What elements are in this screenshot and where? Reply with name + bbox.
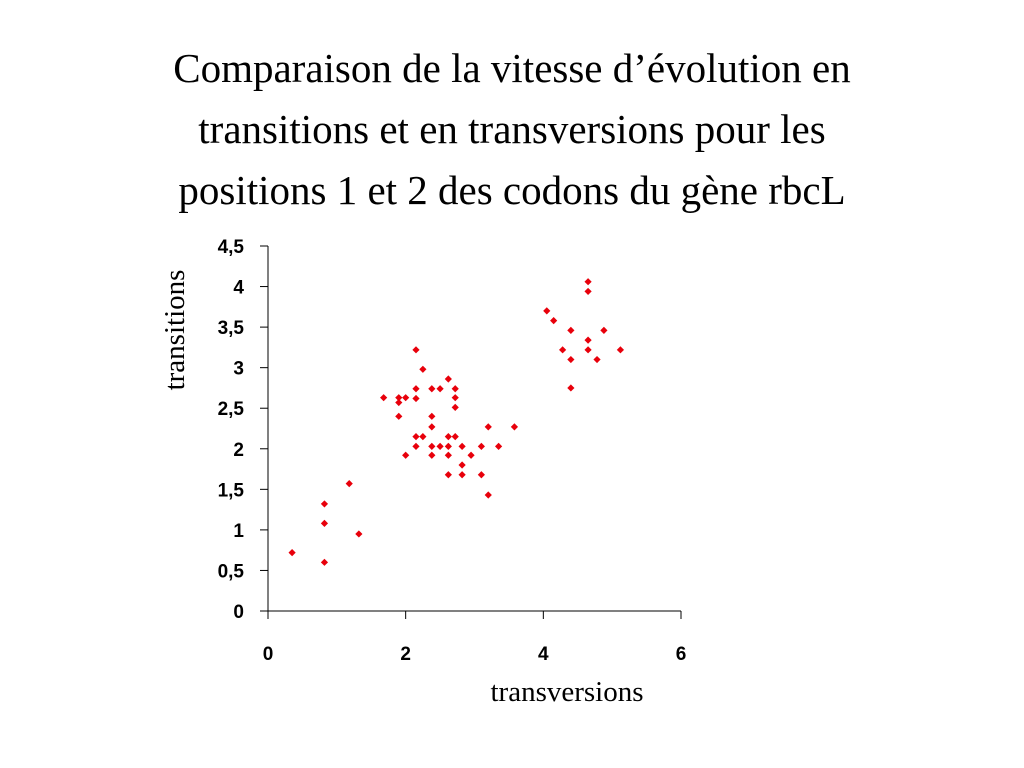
- data-point: [510, 423, 519, 431]
- data-point: [402, 451, 410, 459]
- y-tick-label: 0,5: [218, 561, 245, 582]
- data-point: [412, 394, 420, 403]
- data-point: [412, 433, 420, 441]
- data-point: [320, 500, 329, 508]
- data-point: [288, 549, 296, 557]
- x-tick-label: 4: [538, 644, 549, 665]
- data-point: [412, 385, 420, 393]
- data-point: [484, 423, 492, 431]
- y-tick-label: 3,5: [218, 318, 245, 339]
- data-point: [428, 423, 436, 431]
- y-tick-label: 1,5: [218, 480, 245, 501]
- data-point: [567, 326, 575, 334]
- data-point: [320, 519, 329, 527]
- data-point: [402, 394, 410, 402]
- x-tick-label: 6: [676, 644, 687, 665]
- data-point: [484, 491, 492, 499]
- data-point: [395, 394, 403, 402]
- data-point: [436, 442, 444, 450]
- data-point: [436, 385, 444, 393]
- x-tick-label: 2: [400, 644, 411, 665]
- data-point: [584, 336, 592, 344]
- title-line-3: positions 1 et 2 des codons du gène rbcL: [178, 167, 846, 213]
- data-point: [419, 365, 427, 373]
- data-point: [444, 471, 452, 479]
- data-point: [494, 442, 503, 450]
- slide-title: Comparaison de la vitesse d’évolution en…: [62, 38, 962, 221]
- x-tick-label: 0: [263, 644, 274, 665]
- chart-axes: 0 0,5 1 1,5 2 2,5 3 3,5 4 4,5 0 2 4 6: [218, 237, 687, 665]
- data-point: [559, 346, 567, 354]
- data-point: [584, 346, 592, 354]
- data-point: [543, 307, 551, 315]
- data-point: [320, 558, 329, 566]
- data-point: [412, 346, 420, 354]
- data-point: [444, 451, 452, 459]
- data-point: [616, 346, 625, 354]
- data-point: [600, 326, 608, 334]
- y-tick-label: 0: [233, 602, 244, 623]
- data-point: [584, 287, 592, 296]
- y-tick-label: 3: [233, 359, 244, 380]
- data-point: [444, 375, 452, 383]
- y-tick-label: 4,5: [218, 237, 245, 258]
- x-axis-label: transversions: [490, 676, 643, 708]
- data-point: [444, 433, 452, 441]
- data-point: [567, 355, 575, 364]
- data-point: [593, 355, 601, 364]
- y-tick-label: 1: [233, 521, 244, 542]
- title-line-2: transitions et en transversions pour les: [198, 106, 826, 152]
- data-point: [428, 385, 436, 393]
- data-point: [451, 433, 459, 441]
- chart-points: [288, 278, 625, 566]
- data-point: [550, 317, 558, 325]
- y-tick-label: 2: [233, 440, 244, 461]
- data-point: [444, 442, 452, 450]
- data-point: [477, 471, 485, 479]
- title-line-1: Comparaison de la vitesse d’évolution en: [173, 45, 851, 91]
- y-tick-label: 4: [233, 278, 244, 299]
- data-point: [458, 442, 466, 450]
- data-point: [567, 384, 575, 392]
- data-point: [451, 403, 459, 412]
- data-point: [355, 530, 363, 538]
- data-point: [345, 480, 353, 488]
- data-point: [477, 442, 485, 450]
- data-point: [428, 451, 436, 459]
- data-point: [412, 442, 420, 450]
- y-axis-label: transitions: [159, 270, 191, 391]
- data-point: [467, 451, 475, 459]
- y-tick-label: 2,5: [218, 399, 245, 420]
- data-point: [395, 398, 403, 407]
- data-point: [419, 433, 427, 441]
- data-point: [451, 385, 459, 393]
- data-point: [395, 412, 403, 420]
- data-point: [428, 442, 436, 450]
- data-point: [428, 412, 436, 420]
- data-point: [584, 278, 592, 286]
- data-point: [458, 471, 466, 479]
- data-point: [380, 394, 388, 402]
- data-point: [458, 461, 466, 469]
- data-point: [451, 394, 459, 402]
